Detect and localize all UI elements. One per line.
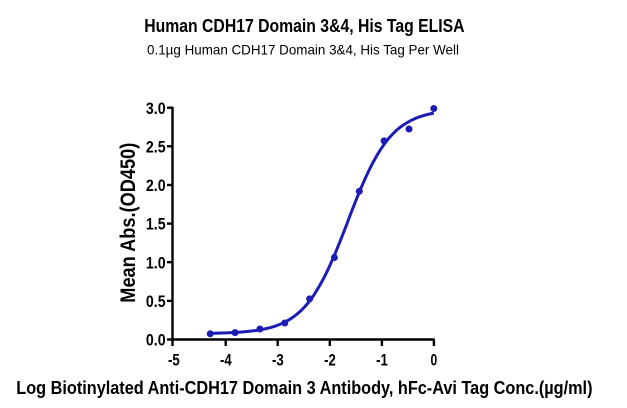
svg-text:-2: -2: [324, 352, 336, 370]
svg-text:2.5: 2.5: [146, 138, 166, 156]
svg-text:Human CDH17 Domain 3&4, His Ta: Human CDH17 Domain 3&4, His Tag ELISA: [144, 16, 464, 36]
svg-text:1.0: 1.0: [146, 254, 166, 272]
svg-text:-5: -5: [168, 352, 180, 370]
svg-text:-3: -3: [272, 352, 284, 370]
svg-text:0.0: 0.0: [146, 332, 166, 350]
svg-text:Log Biotinylated Anti-CDH17 Do: Log Biotinylated Anti-CDH17 Domain 3 Ant…: [16, 377, 592, 398]
svg-text:-1: -1: [376, 352, 388, 370]
svg-text:3.0: 3.0: [146, 100, 166, 118]
svg-text:2.0: 2.0: [146, 177, 166, 195]
svg-text:0: 0: [431, 352, 438, 370]
svg-text:0.1µg Human CDH17 Domain 3&4,: 0.1µg Human CDH17 Domain 3&4, His Tag Pe…: [147, 41, 459, 57]
svg-text:0.5: 0.5: [146, 293, 166, 311]
svg-text:-4: -4: [220, 352, 232, 370]
svg-text:Mean Abs.(OD450): Mean Abs.(OD450): [116, 143, 140, 303]
svg-text:1.5: 1.5: [146, 216, 166, 234]
